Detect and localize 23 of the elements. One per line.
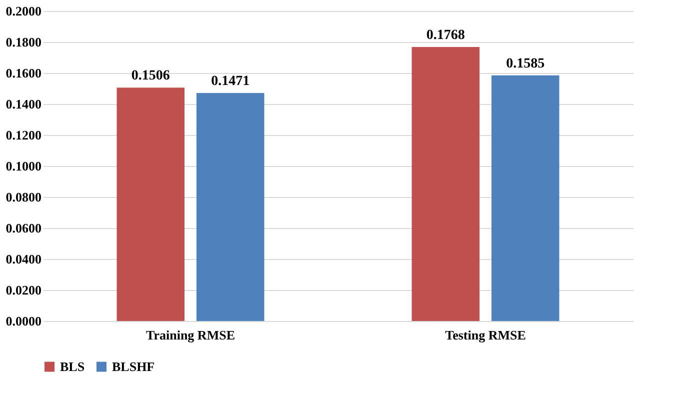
- y-tick-label: 0.1600: [6, 66, 42, 80]
- bar: [491, 75, 560, 321]
- y-tick-label: 0.0200: [6, 282, 42, 298]
- data-label: 0.1506: [131, 68, 170, 84]
- y-tick-label: 0.0600: [6, 220, 42, 236]
- legend-label: BLS: [60, 358, 85, 374]
- y-tick-label: 0.1000: [6, 158, 42, 174]
- x-tick-label: Testing RMSE: [445, 328, 526, 342]
- y-tick-label: 0.1800: [6, 34, 42, 50]
- data-label: 0.1471: [211, 74, 250, 89]
- bar: [196, 92, 264, 321]
- y-tick-label: 0.1200: [6, 128, 42, 142]
- data-label: 0.1768: [426, 28, 465, 43]
- bar: [412, 46, 480, 321]
- legend-label: BLSHF: [112, 358, 155, 374]
- y-tick-label: 0.0400: [6, 252, 42, 266]
- y-tick-label: 0.0000: [6, 314, 42, 328]
- y-tick-label: 0.0800: [6, 190, 42, 204]
- data-label: 0.1585: [506, 56, 545, 72]
- y-tick-label: 0.1400: [6, 96, 42, 112]
- x-tick-label: Training RMSE: [146, 328, 235, 342]
- bar: [116, 88, 185, 321]
- y-tick-label: 0.2000: [6, 4, 42, 18]
